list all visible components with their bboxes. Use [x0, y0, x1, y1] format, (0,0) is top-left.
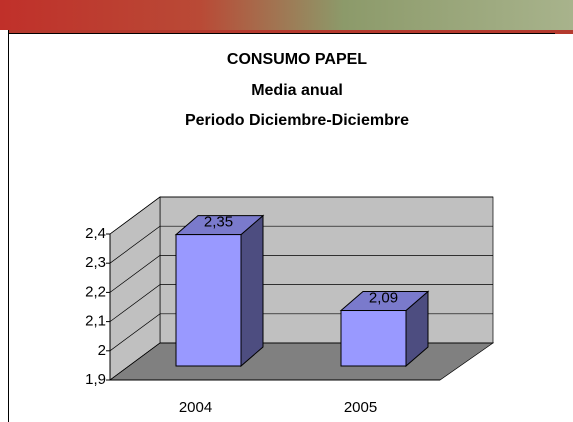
grid-line: [109, 225, 493, 264]
bar: [175, 234, 242, 367]
floor: [108, 342, 495, 381]
chart-title: CONSUMO PAPEL: [227, 51, 367, 68]
grid-line: [109, 284, 493, 322]
grid-line: [109, 255, 493, 293]
y-tick-label: 2: [98, 342, 106, 359]
y-tick-label: 2,4: [85, 225, 106, 242]
y-tick-label: 2,1: [85, 313, 106, 330]
x-tick-label: 2004: [179, 399, 212, 416]
data-label: 2,35: [204, 214, 233, 231]
bar-side: [240, 214, 264, 368]
data-label: 2,09: [369, 289, 398, 306]
chart-subtitle: Periodo Diciembre-Diciembre: [185, 112, 409, 129]
bar: [340, 310, 407, 367]
x-tick-label: 2005: [344, 399, 377, 416]
y-tick-label: 2,3: [85, 254, 106, 271]
y-tick-label: 1,9: [85, 371, 106, 388]
chart-subtitle: Media anual: [251, 82, 343, 99]
header-image: [0, 0, 573, 30]
header-bar: [8, 30, 573, 34]
grid-line: [109, 196, 493, 235]
y-tick-label: 2,2: [85, 283, 106, 300]
